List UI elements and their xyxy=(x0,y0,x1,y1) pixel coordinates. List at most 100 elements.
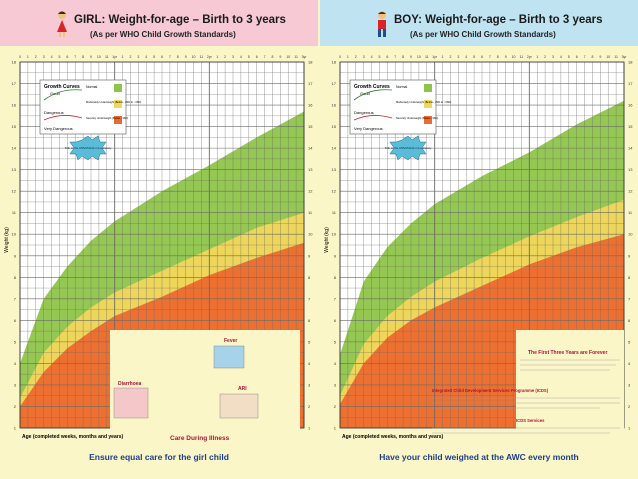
boy-y-tick-label-right: 11 xyxy=(628,210,633,215)
boy-y-tick-label-right: 13 xyxy=(628,167,633,172)
boy-y-tick-label-right: 16 xyxy=(628,103,633,108)
boy-y-tick-label-right: 14 xyxy=(628,146,633,151)
boy-y-tick-label-right: 12 xyxy=(628,189,633,194)
boy-x-tick-label: 1 xyxy=(442,55,444,59)
girl-x-tick-label: 10 xyxy=(286,55,290,59)
girl-y-tick-label: 13 xyxy=(12,167,17,172)
boy-y-tick-label-right: 1 xyxy=(628,426,631,431)
boy-legend-title: Growth Curves xyxy=(354,84,390,90)
girl-y-tick-label-right: 1 xyxy=(308,426,311,431)
boy-x-tick-label: 2 xyxy=(449,55,451,59)
girl-legend-box: Growth Curves Good Dangerous Very Danger… xyxy=(40,80,141,134)
girl-x-tick-label: 7 xyxy=(264,55,266,59)
boy-x-tick-label: 5 xyxy=(473,55,475,59)
boy-x-tick-label: 7 xyxy=(584,55,586,59)
boy-x-tick-label: 2 xyxy=(355,55,357,59)
girl-callout-text: Talk to the ANM/ASHA immediately xyxy=(65,146,112,150)
girl-x-tick-label: 6 xyxy=(256,55,258,59)
boy-x-tick-label: 10 xyxy=(417,55,421,59)
boy-y-tick-label-right: 10 xyxy=(628,232,633,237)
boy-y-tick-label-right: 17 xyxy=(628,81,633,86)
girl-x-tick-label: 3yr xyxy=(302,55,308,59)
girl-y-tick-label: 3 xyxy=(14,382,17,387)
boy-x-tick-label: 4 xyxy=(560,55,562,59)
boy-x-tick-label: 6 xyxy=(481,55,483,59)
boy-y-tick-label-right: 9 xyxy=(628,253,631,258)
boy-y-tick-label: 13 xyxy=(332,167,337,172)
boy-x-tick-label: 7 xyxy=(394,55,396,59)
girl-x-tick-label: 8 xyxy=(82,55,84,59)
boy-y-tick-label: 17 xyxy=(332,81,337,86)
girl-y-tick-label: 18 xyxy=(12,60,17,65)
boy-x-tick-label: 6 xyxy=(576,55,578,59)
girl-y-tick-label-right: 18 xyxy=(308,60,313,65)
girl-x-tick-label: 0 xyxy=(19,55,21,59)
girl-legend-dangerous: Dangerous xyxy=(44,110,64,115)
boy-x-tick-label: 4 xyxy=(465,55,467,59)
boy-y-tick-label: 8 xyxy=(334,275,337,280)
girl-x-tick-label: 7 xyxy=(169,55,171,59)
girl-xlabel: Age (completed weeks, months and years) xyxy=(22,434,123,440)
girl-legend-moderate: Moderately Underweight (Below - 2SD to -… xyxy=(86,100,141,104)
girl-y-tick-label-right: 6 xyxy=(308,318,311,323)
girl-x-tick-label: 2yr xyxy=(207,55,213,59)
boy-xlabel: Age (completed weeks, months and years) xyxy=(342,434,443,440)
boy-y-tick-label: 4 xyxy=(334,361,337,366)
boy-y-tick-label-right: 6 xyxy=(628,318,631,323)
girl-y-tick-label-right: 4 xyxy=(308,361,311,366)
boy-y-tick-label: 3 xyxy=(334,382,337,387)
girl-x-tick-label: 3 xyxy=(43,55,45,59)
boy-x-tick-label: 8 xyxy=(402,55,404,59)
boy-y-tick-label-right: 4 xyxy=(628,361,631,366)
boy-y-tick-label-right: 18 xyxy=(628,60,633,65)
boy-legend-very-dangerous: Very Dangerous xyxy=(354,126,383,131)
boy-x-tick-label: 3 xyxy=(552,55,554,59)
girl-y-tick-label-right: 7 xyxy=(308,296,311,301)
boy-x-tick-label: 9 xyxy=(599,55,601,59)
boy-x-tick-label: 1yr xyxy=(432,55,438,59)
boy-x-tick-label: 1 xyxy=(347,55,349,59)
boy-x-tick-label: 4 xyxy=(371,55,373,59)
boy-x-tick-label: 1 xyxy=(536,55,538,59)
girl-y-tick-label: 7 xyxy=(14,296,17,301)
girl-ylabel: Weight (kg) xyxy=(4,227,10,253)
boy-chart: 0 1 2 3 4 5 6 7 8 9 10 11 1yr 1 2 3 4 5 6 7 8 9 10 11 2yr 1 2 3 4 5 6 7… xyxy=(320,0,638,479)
boy-y-tick-label-right: 2 xyxy=(628,404,631,409)
girl-x-tick-label: 6 xyxy=(161,55,163,59)
girl-y-tick-label-right: 17 xyxy=(308,81,313,86)
boy-y-tick-label: 16 xyxy=(332,103,337,108)
boy-legend-moderate: Moderately Underweight (Below - 2SD to -… xyxy=(396,100,451,104)
girl-y-tick-label-right: 2 xyxy=(308,404,311,409)
boy-x-tick-label: 10 xyxy=(606,55,610,59)
girl-y-tick-label-right: 5 xyxy=(308,339,311,344)
boy-y-tick-label: 15 xyxy=(332,124,337,129)
girl-x-tick-label: 1 xyxy=(122,55,124,59)
girl-y-tick-label-right: 13 xyxy=(308,167,313,172)
girl-x-tick-label: 9 xyxy=(279,55,281,59)
girl-y-tick-label-right: 10 xyxy=(308,232,313,237)
boy-y-tick-label: 9 xyxy=(334,253,337,258)
girl-x-tick-label: 11 xyxy=(105,55,109,59)
girl-x-tick-label: 10 xyxy=(97,55,101,59)
boy-x-tick-label: 7 xyxy=(489,55,491,59)
girl-x-tick-label: 5 xyxy=(58,55,60,59)
girl-x-tick-label: 10 xyxy=(192,55,196,59)
girl-footer: Ensure equal care for the girl child xyxy=(0,452,318,462)
boy-x-tick-label: 10 xyxy=(512,55,516,59)
boy-x-tick-label: 0 xyxy=(339,55,341,59)
boy-y-tick-label: 18 xyxy=(332,60,337,65)
boy-y-tick-label: 5 xyxy=(334,339,337,344)
girl-y-tick-label: 8 xyxy=(14,275,17,280)
boy-y-tick-label-right: 5 xyxy=(628,339,631,344)
girl-x-tick-label: 7 xyxy=(74,55,76,59)
fever-label: Fever xyxy=(224,338,237,344)
girl-y-tick-label: 10 xyxy=(12,232,17,237)
boy-y-tick-label-right: 3 xyxy=(628,382,631,387)
girl-y-tick-label-right: 3 xyxy=(308,382,311,387)
girl-y-tick-label: 6 xyxy=(14,318,17,323)
girl-y-tick-label: 17 xyxy=(12,81,17,86)
girl-x-tick-label: 1 xyxy=(27,55,29,59)
boy-x-tick-label: 2 xyxy=(544,55,546,59)
boy-y-tick-label-right: 7 xyxy=(628,296,631,301)
boy-legend-normal: Normal xyxy=(396,85,408,89)
